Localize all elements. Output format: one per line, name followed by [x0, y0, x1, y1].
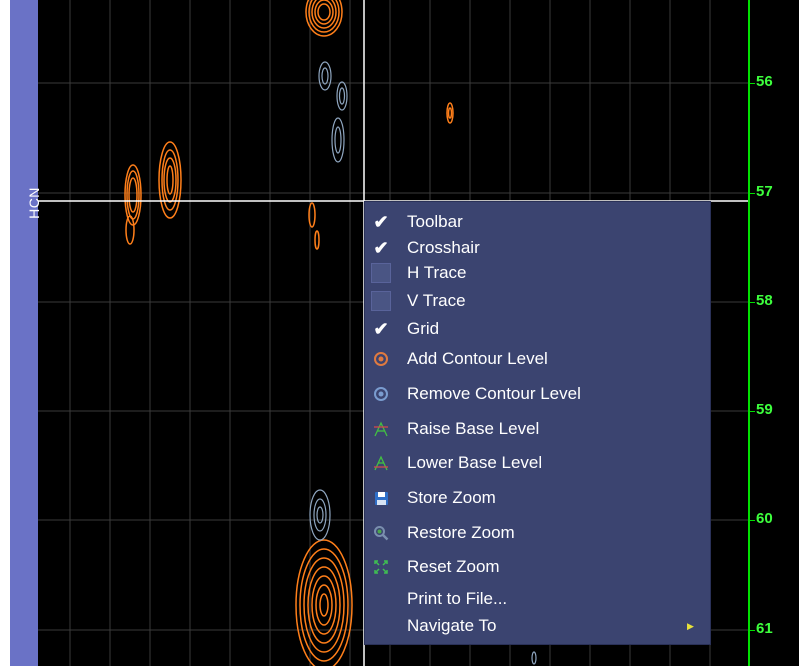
y-axis[interactable]: 56 57 58 59 60 61 — [748, 0, 799, 666]
y-tick-label: 57 — [756, 183, 773, 200]
menu-item-add-contour-level[interactable]: Add Contour Level — [365, 346, 710, 372]
context-menu: ✔ Toolbar ✔ Crosshair H Trace V Trace ✔ … — [364, 201, 711, 645]
peak-bottom-center — [295, 539, 353, 666]
peak-top-center — [305, 0, 343, 37]
check-icon: ✔ — [373, 212, 389, 232]
checkbox-empty-icon — [371, 291, 391, 311]
add-contour-icon — [371, 349, 391, 369]
y-tick — [748, 302, 755, 303]
peak-upper-left-1 — [124, 164, 142, 245]
y-tick-label: 56 — [756, 73, 773, 90]
menu-item-h-trace[interactable]: H Trace — [365, 260, 710, 286]
menu-item-label: Lower Base Level — [407, 453, 543, 472]
menu-item-lower-base-level[interactable]: Lower Base Level — [365, 450, 710, 476]
peak-small-mid — [308, 202, 320, 250]
y-tick — [748, 411, 755, 412]
window-edge — [0, 0, 10, 666]
peak-upper-left-2 — [158, 141, 182, 219]
y-tick-label: 61 — [756, 620, 773, 637]
negative-peaks — [309, 61, 537, 665]
menu-item-store-zoom[interactable]: Store Zoom — [365, 485, 710, 511]
menu-item-label: Raise Base Level — [407, 419, 540, 438]
positive-peaks — [124, 0, 454, 666]
submenu-arrow-icon: ▶ — [687, 621, 694, 631]
menu-item-raise-base-level[interactable]: Raise Base Level — [365, 416, 710, 442]
lower-base-icon — [371, 453, 391, 473]
menu-item-restore-zoom[interactable]: Restore Zoom — [365, 520, 710, 546]
checkbox-empty-icon — [371, 263, 391, 283]
y-tick — [748, 520, 755, 521]
reset-zoom-icon — [371, 557, 391, 577]
y-tick-label: 58 — [756, 292, 773, 309]
menu-item-label: Add Contour Level — [407, 349, 548, 368]
check-icon: ✔ — [373, 238, 389, 258]
menu-item-label: Reset Zoom — [407, 557, 500, 576]
y-tick — [748, 83, 755, 84]
menu-item-crosshair[interactable]: ✔ Crosshair — [365, 235, 710, 261]
menu-item-label: Remove Contour Level — [407, 384, 581, 403]
menu-item-label: Grid — [407, 319, 440, 338]
check-icon: ✔ — [373, 319, 389, 339]
restore-zoom-icon — [371, 523, 391, 543]
store-zoom-icon — [371, 488, 391, 508]
menu-item-reset-zoom[interactable]: Reset Zoom — [365, 554, 710, 580]
remove-contour-icon — [371, 384, 391, 404]
menu-item-navigate-to[interactable]: Navigate To ▶ — [365, 613, 710, 639]
raise-base-icon — [371, 419, 391, 439]
y-axis-line — [748, 0, 750, 666]
menu-item-grid[interactable]: ✔ Grid — [365, 316, 710, 342]
y-tick-label: 60 — [756, 510, 773, 527]
menu-item-v-trace[interactable]: V Trace — [365, 288, 710, 314]
menu-item-toolbar[interactable]: ✔ Toolbar — [365, 209, 710, 235]
menu-item-label: Navigate To — [407, 616, 497, 635]
menu-item-label: Restore Zoom — [407, 523, 515, 542]
menu-item-print-to-file[interactable]: Print to File... — [365, 586, 710, 612]
menu-item-label: Crosshair — [407, 238, 480, 257]
y-tick-label: 59 — [756, 401, 773, 418]
menu-item-label: Print to File... — [407, 589, 508, 608]
y-tick — [748, 193, 755, 194]
menu-item-remove-contour-level[interactable]: Remove Contour Level — [365, 381, 710, 407]
y-tick — [748, 630, 755, 631]
axis-title-bar[interactable]: HCN — [10, 0, 42, 666]
menu-item-label: V Trace — [407, 291, 466, 310]
peak-small-right — [446, 102, 454, 124]
menu-item-label: H Trace — [407, 263, 467, 282]
menu-item-label: Toolbar — [407, 212, 463, 231]
menu-item-label: Store Zoom — [407, 488, 496, 507]
